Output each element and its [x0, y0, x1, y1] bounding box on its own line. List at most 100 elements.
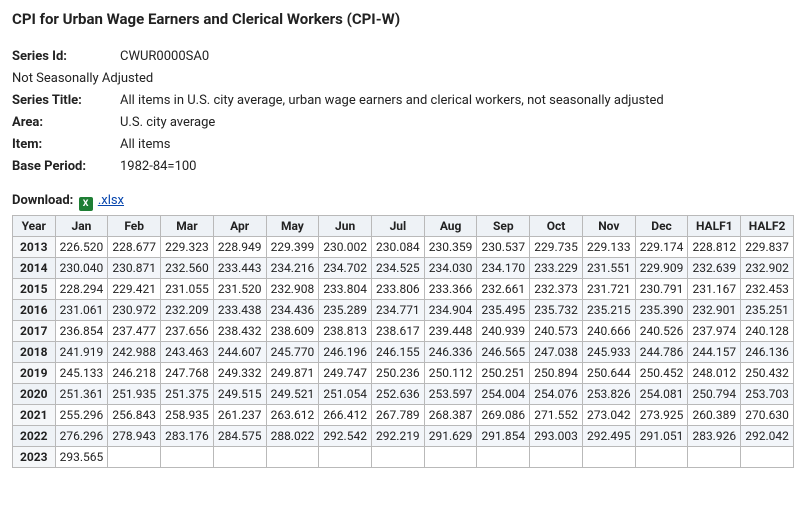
- value-cell: 240.939: [477, 320, 530, 341]
- value-cell: 238.432: [213, 320, 266, 341]
- value-cell: 263.612: [266, 404, 319, 425]
- value-cell: 234.904: [424, 299, 477, 320]
- series-id-label: Series Id:: [12, 46, 120, 68]
- value-cell: 246.336: [424, 341, 477, 362]
- table-row: 2016231.061230.972232.209233.438234.4362…: [13, 299, 794, 320]
- col-header: Jan: [55, 215, 108, 236]
- value-cell: 240.526: [635, 320, 688, 341]
- value-cell: 269.086: [477, 404, 530, 425]
- value-cell: 246.196: [319, 341, 372, 362]
- value-cell: 233.443: [213, 257, 266, 278]
- value-cell: 232.902: [741, 257, 794, 278]
- value-cell: 238.617: [372, 320, 425, 341]
- table-row: 2013226.520228.677229.323228.949229.3992…: [13, 236, 794, 257]
- value-cell: 238.813: [319, 320, 372, 341]
- value-cell: 245.933: [582, 341, 635, 362]
- value-cell: 250.794: [688, 383, 741, 404]
- value-cell: 228.812: [688, 236, 741, 257]
- value-cell: 229.909: [635, 257, 688, 278]
- value-cell: 291.629: [424, 425, 477, 446]
- value-cell: 245.770: [266, 341, 319, 362]
- value-cell: 291.051: [635, 425, 688, 446]
- year-cell: 2023: [13, 446, 56, 467]
- base-period-value: 1982-84=100: [120, 156, 794, 178]
- value-cell: 252.636: [372, 383, 425, 404]
- value-cell: 234.436: [266, 299, 319, 320]
- year-cell: 2020: [13, 383, 56, 404]
- col-header: Mar: [161, 215, 214, 236]
- value-cell: 243.463: [161, 341, 214, 362]
- value-cell: 247.768: [161, 362, 214, 383]
- value-cell: 270.630: [741, 404, 794, 425]
- value-cell: 276.296: [55, 425, 108, 446]
- value-cell: 250.894: [530, 362, 583, 383]
- value-cell: 292.495: [582, 425, 635, 446]
- value-cell: [424, 446, 477, 467]
- value-cell: 232.661: [477, 278, 530, 299]
- value-cell: 235.289: [319, 299, 372, 320]
- value-cell: 230.084: [372, 236, 425, 257]
- value-cell: 253.826: [582, 383, 635, 404]
- year-cell: 2014: [13, 257, 56, 278]
- value-cell: 250.251: [477, 362, 530, 383]
- value-cell: 261.237: [213, 404, 266, 425]
- area-value: U.S. city average: [120, 112, 794, 134]
- col-header: Dec: [635, 215, 688, 236]
- value-cell: 242.988: [108, 341, 161, 362]
- year-cell: 2019: [13, 362, 56, 383]
- year-cell: 2013: [13, 236, 56, 257]
- year-cell: 2016: [13, 299, 56, 320]
- table-body: 2013226.520228.677229.323228.949229.3992…: [13, 236, 794, 467]
- value-cell: 246.136: [741, 341, 794, 362]
- value-cell: 232.209: [161, 299, 214, 320]
- table-row: 2019245.133246.218247.768249.332249.8712…: [13, 362, 794, 383]
- value-cell: 232.908: [266, 278, 319, 299]
- value-cell: 250.432: [741, 362, 794, 383]
- value-cell: 254.076: [530, 383, 583, 404]
- value-cell: 229.399: [266, 236, 319, 257]
- table-row: 2018241.919242.988243.463244.607245.7702…: [13, 341, 794, 362]
- adjustment-text: Not Seasonally Adjusted: [12, 68, 794, 90]
- value-cell: [530, 446, 583, 467]
- value-cell: 244.786: [635, 341, 688, 362]
- value-cell: 232.639: [688, 257, 741, 278]
- value-cell: 237.656: [161, 320, 214, 341]
- value-cell: 283.926: [688, 425, 741, 446]
- value-cell: 284.575: [213, 425, 266, 446]
- download-xlsx-link[interactable]: .xlsx: [98, 193, 124, 208]
- value-cell: 228.677: [108, 236, 161, 257]
- year-cell: 2018: [13, 341, 56, 362]
- value-cell: 234.030: [424, 257, 477, 278]
- value-cell: 250.236: [372, 362, 425, 383]
- value-cell: 240.666: [582, 320, 635, 341]
- value-cell: 292.542: [319, 425, 372, 446]
- value-cell: 246.155: [372, 341, 425, 362]
- page-title: CPI for Urban Wage Earners and Clerical …: [12, 10, 794, 28]
- value-cell: 229.837: [741, 236, 794, 257]
- value-cell: 232.373: [530, 278, 583, 299]
- value-cell: 232.901: [688, 299, 741, 320]
- table-row: 2022276.296278.943283.176284.575288.0222…: [13, 425, 794, 446]
- value-cell: 233.438: [213, 299, 266, 320]
- value-cell: 229.421: [108, 278, 161, 299]
- value-cell: 266.412: [319, 404, 372, 425]
- value-cell: 244.157: [688, 341, 741, 362]
- value-cell: [266, 446, 319, 467]
- download-label: Download:: [12, 193, 73, 208]
- table-row: 2021255.296256.843258.935261.237263.6122…: [13, 404, 794, 425]
- value-cell: [319, 446, 372, 467]
- value-cell: 273.925: [635, 404, 688, 425]
- value-cell: 267.789: [372, 404, 425, 425]
- value-cell: 230.972: [108, 299, 161, 320]
- value-cell: 226.520: [55, 236, 108, 257]
- value-cell: 230.040: [55, 257, 108, 278]
- series-title-label: Series Title:: [12, 90, 120, 112]
- table-row: 2014230.040230.871232.560233.443234.2162…: [13, 257, 794, 278]
- col-header: HALF1: [688, 215, 741, 236]
- value-cell: 231.520: [213, 278, 266, 299]
- value-cell: 235.732: [530, 299, 583, 320]
- value-cell: 247.038: [530, 341, 583, 362]
- value-cell: 260.389: [688, 404, 741, 425]
- value-cell: 234.771: [372, 299, 425, 320]
- value-cell: 249.332: [213, 362, 266, 383]
